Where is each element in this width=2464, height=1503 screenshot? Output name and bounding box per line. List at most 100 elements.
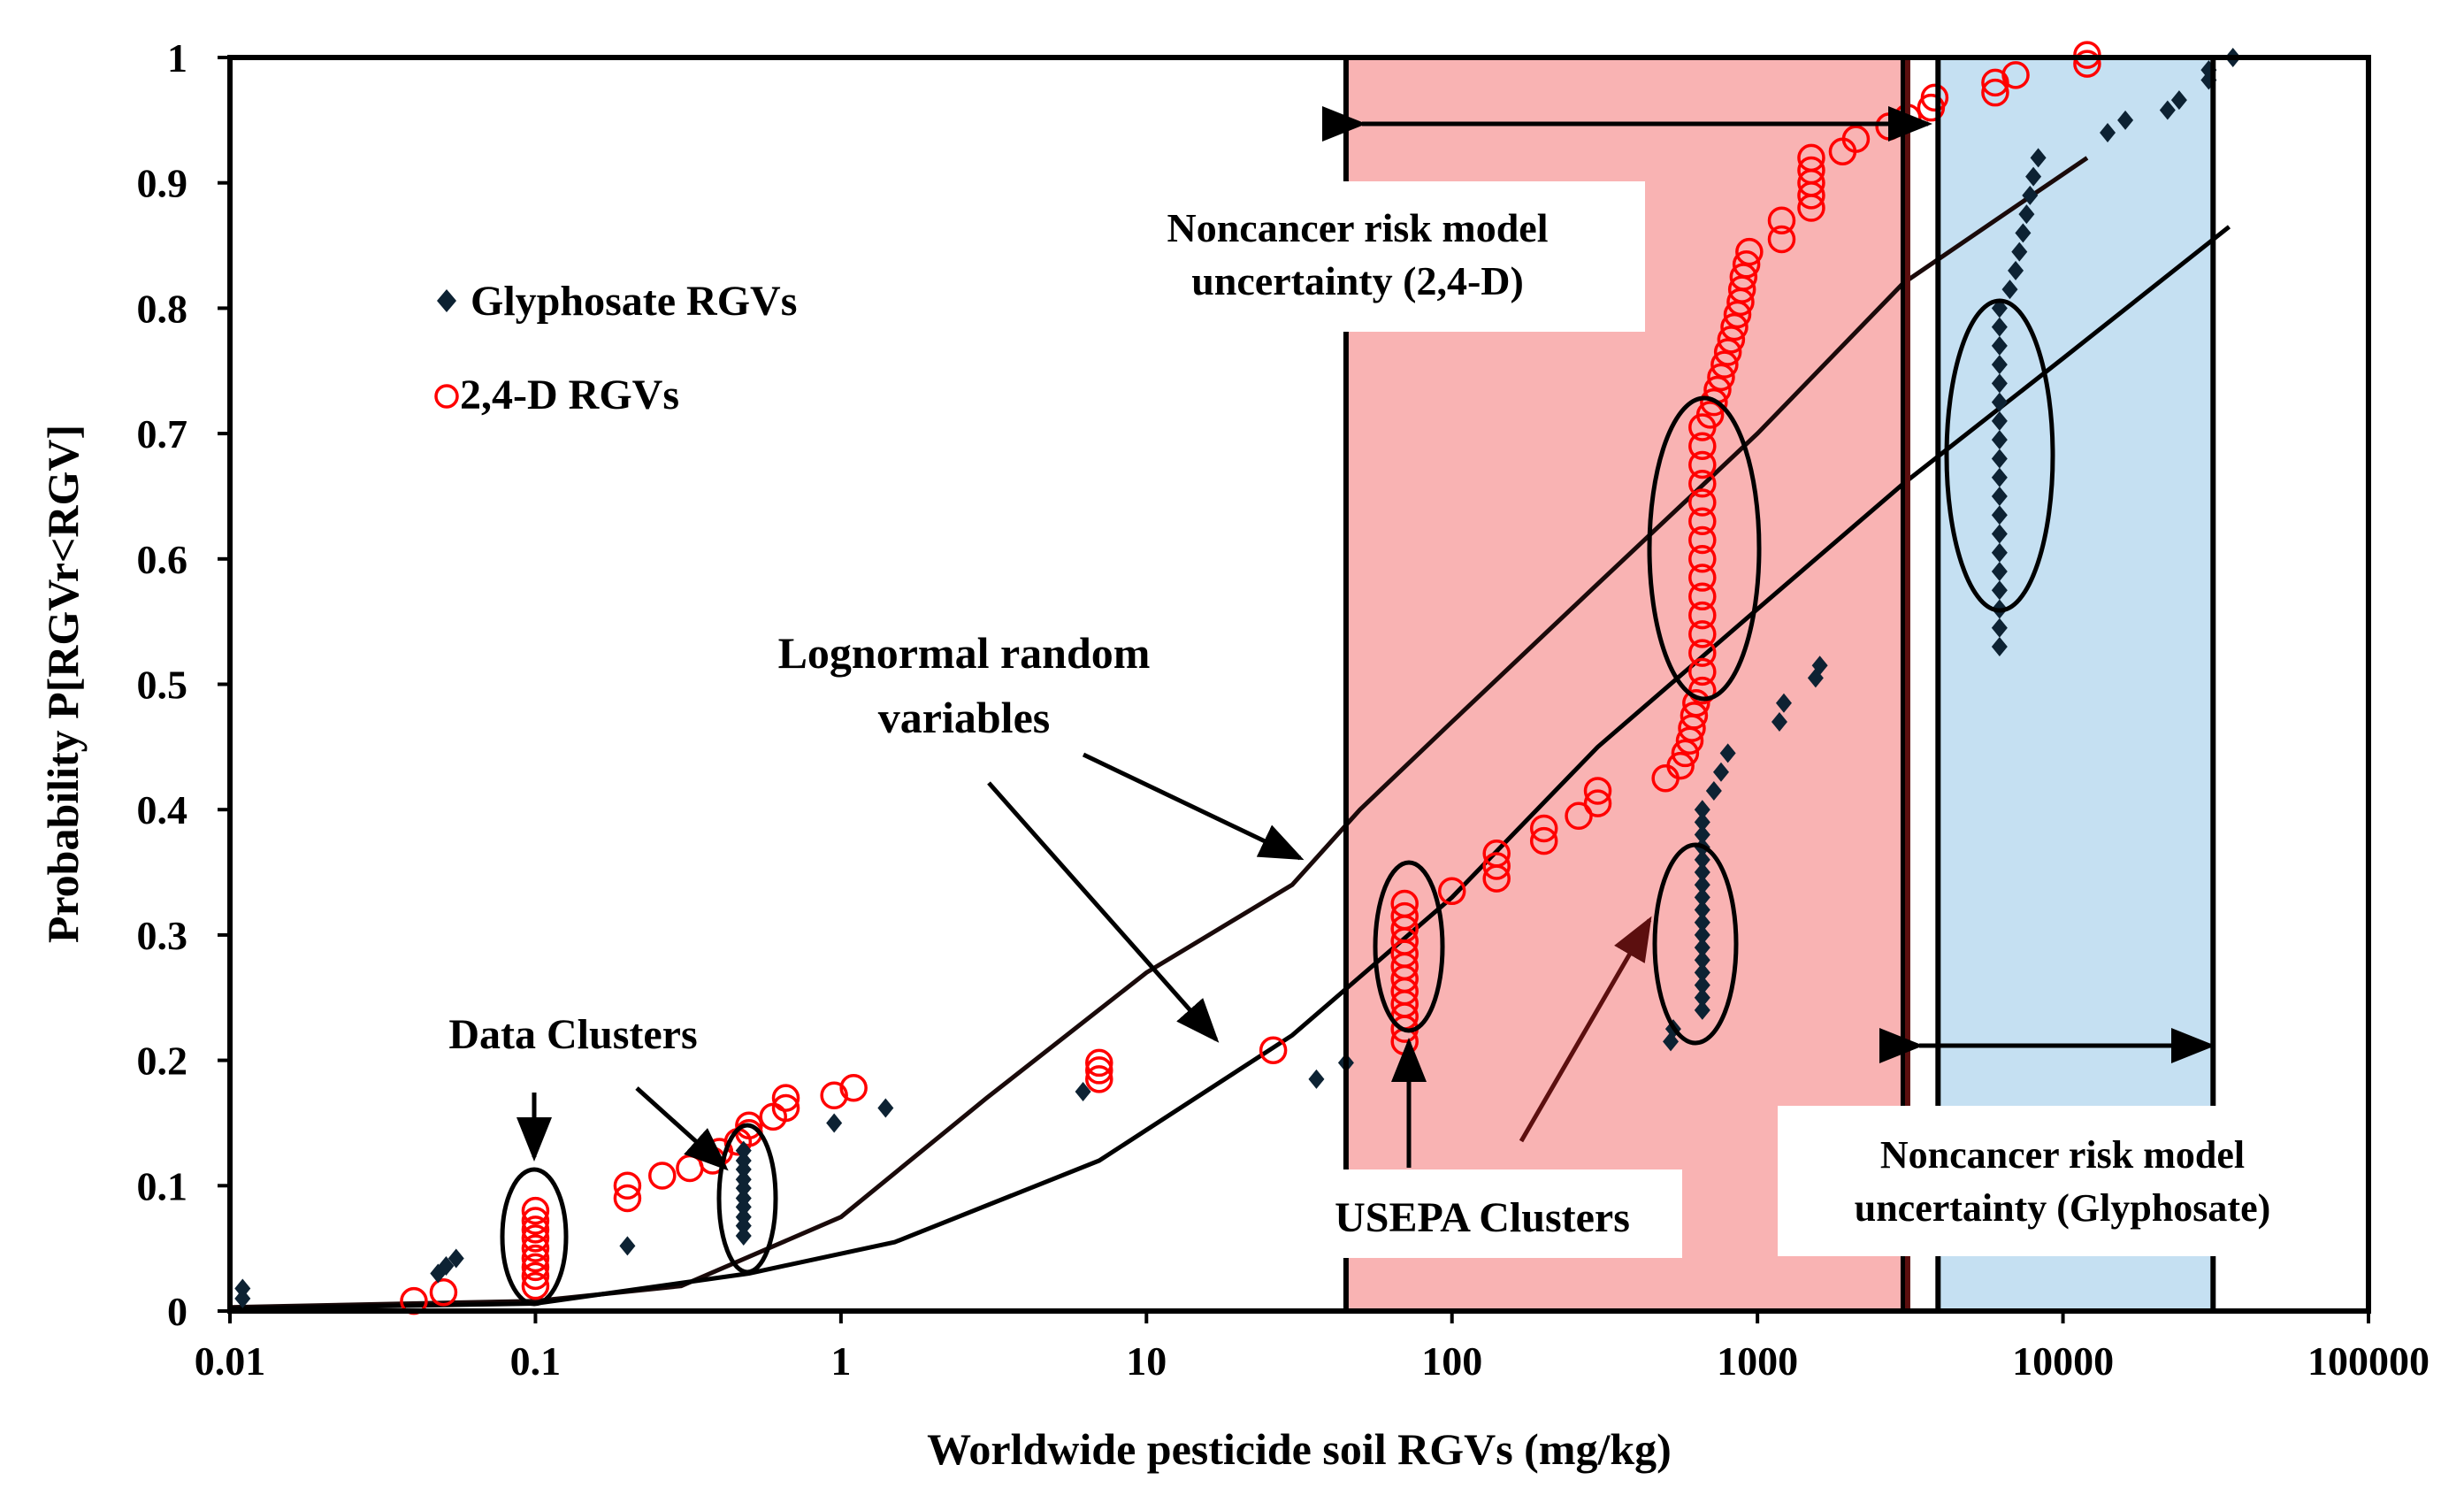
cluster-ellipse-gly-0.5: [716, 1123, 778, 1275]
point-glyphosate-24: [1694, 987, 1710, 1008]
x-tick-label-0: 0.01: [195, 1338, 266, 1384]
y-tick-label-4: 0.4: [137, 787, 188, 832]
point-glyphosate-26: [1694, 962, 1710, 983]
point-glyphosate-16: [826, 1113, 843, 1133]
arrow-data-clusters-2: [635, 1086, 729, 1171]
point-24d-27: [1085, 1048, 1113, 1077]
point-24d-10: [521, 1196, 550, 1225]
point-glyphosate-53: [1991, 524, 2008, 544]
lognormal-curve-upper: [229, 156, 2089, 1310]
point-glyphosate-30: [1694, 912, 1710, 932]
point-24d-59: [1688, 639, 1717, 667]
annotation-box-lognormal: [694, 610, 1234, 765]
point-glyphosate-5: [619, 1236, 636, 1256]
y-tick-label-5: 0.5: [137, 663, 188, 708]
arrow-lognormal-upper: [1082, 752, 1305, 861]
point-24d-68: [1688, 470, 1717, 498]
annotation-arrows: [517, 752, 1652, 1171]
point-24d-58: [1688, 657, 1717, 686]
point-24d-45: [1529, 826, 1558, 855]
point-glyphosate-42: [1719, 743, 1736, 763]
legend-24d-label: 2,4-D RGVs: [460, 372, 679, 418]
point-24d-98: [1920, 83, 1949, 112]
point-glyphosate-40: [1705, 780, 1722, 801]
point-glyphosate-74: [2100, 123, 2116, 143]
point-24d-23: [820, 1081, 848, 1110]
point-glyphosate-56: [1991, 467, 2008, 487]
point-24d-55: [1680, 702, 1709, 730]
point-glyphosate-54: [1991, 505, 2008, 525]
point-glyphosate-15: [735, 1140, 752, 1161]
point-glyphosate-52: [1991, 542, 2008, 563]
point-24d-86: [1767, 225, 1796, 254]
point-glyphosate-60: [1991, 392, 2008, 412]
annotation-data-clusters: Data Clusters: [448, 1011, 697, 1058]
x-tick-label-4: 100: [1421, 1338, 1482, 1384]
point-glyphosate-70: [2018, 204, 2035, 225]
point-24d-41: [1437, 877, 1466, 906]
point-24d-66: [1688, 507, 1717, 536]
point-glyphosate-72: [2025, 166, 2042, 187]
band-1: [1938, 58, 2214, 1311]
point-glyphosate-19: [1308, 1069, 1325, 1089]
point-glyphosate-48: [1991, 617, 2008, 638]
point-24d-65: [1688, 525, 1717, 555]
axes: 0.01 0.1 1 10 100 1000 10000 100000 0 0.1 0.2 0.3 0.…: [137, 35, 2430, 1384]
point-glyphosate-23: [1694, 1000, 1710, 1020]
point-24d-14: [676, 1154, 704, 1183]
point-24d-6: [521, 1234, 550, 1262]
legend-glyphosate-marker: [437, 289, 456, 312]
annotation-usepa: USEPA Clusters: [1335, 1194, 1630, 1241]
point-24d-70: [1688, 432, 1717, 461]
point-24d-52: [1671, 739, 1700, 768]
series-24d-rgvs: [400, 41, 2101, 1315]
point-24d-48: [1583, 789, 1612, 817]
point-24d-67: [1688, 488, 1717, 517]
y-tick-label-7: 0.7: [137, 411, 188, 456]
point-glyphosate-67: [2008, 260, 2024, 280]
point-24d-79: [1720, 312, 1749, 341]
cluster-ellipse-24d-0.1: [500, 1167, 569, 1307]
point-glyphosate-35: [1694, 849, 1710, 870]
annotation-24d-line1: Noncancer risk model: [1167, 205, 1548, 250]
point-24d-13: [648, 1162, 677, 1190]
point-glyphosate-58: [1991, 430, 2008, 450]
point-glyphosate-39: [1694, 800, 1710, 820]
point-glyphosate-38: [1694, 812, 1710, 832]
cluster-ellipse-24d-70: [1373, 860, 1445, 1033]
point-24d-99: [1981, 78, 2009, 107]
point-glyphosate-29: [1694, 924, 1710, 945]
point-24d-24: [839, 1074, 868, 1102]
y-axis-title: Probability P[RGVr<RGV]: [38, 425, 88, 943]
point-glyphosate-17: [877, 1098, 894, 1118]
point-glyphosate-32: [1694, 887, 1710, 908]
point-glyphosate-43: [1771, 712, 1787, 732]
series-glyphosate-rgvs: [234, 48, 2241, 1308]
point-24d-4: [521, 1253, 550, 1282]
point-glyphosate-62: [1991, 355, 2008, 375]
point-24d-83: [1729, 263, 1758, 291]
annotation-gly-line1: Noncancer risk model: [1880, 1133, 2245, 1177]
point-glyphosate-31: [1694, 900, 1710, 920]
point-24d-2: [521, 1271, 550, 1300]
point-glyphosate-47: [1991, 636, 2008, 656]
point-24d-47: [1565, 801, 1593, 831]
point-glyphosate-51: [1991, 561, 2008, 581]
point-glyphosate-6: [735, 1225, 752, 1246]
point-24d-25: [1085, 1065, 1113, 1093]
x-axis-title: Worldwide pesticide soil RGVs (mg/kg): [927, 1424, 1672, 1474]
point-24d-101: [2001, 61, 2030, 89]
point-glyphosate-77: [2170, 90, 2187, 111]
x-tick-label-5: 1000: [1717, 1338, 1798, 1384]
point-glyphosate-33: [1694, 875, 1710, 895]
point-24d-26: [1085, 1056, 1113, 1085]
y-tick-label-9: 0.9: [137, 161, 188, 206]
point-glyphosate-12: [735, 1169, 752, 1190]
point-glyphosate-69: [2015, 223, 2032, 243]
point-24d-22: [771, 1084, 800, 1112]
lognormal-curve-lower: [229, 225, 2231, 1311]
point-glyphosate-63: [1991, 335, 2008, 356]
point-24d-46: [1529, 814, 1558, 843]
point-24d-8: [521, 1215, 550, 1244]
annotation-24d-line2: uncertainty (2,4-D): [1191, 258, 1524, 303]
